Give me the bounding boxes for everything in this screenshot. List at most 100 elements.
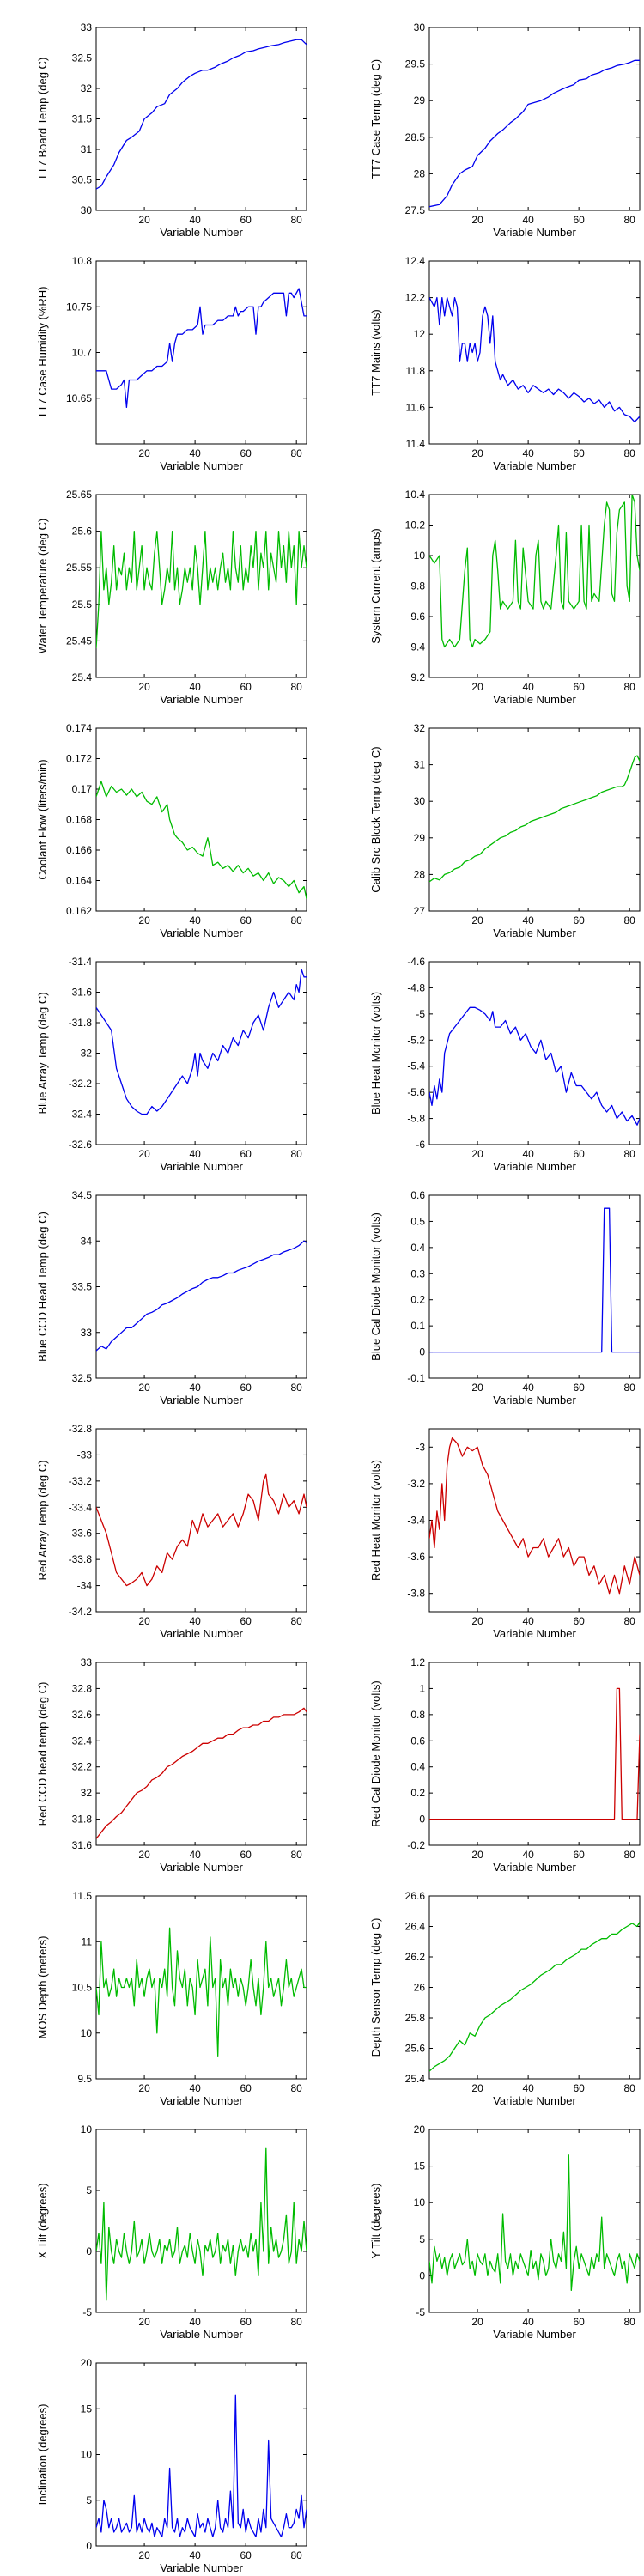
series-line xyxy=(429,1687,640,1820)
x-tick-label: 60 xyxy=(240,2316,252,2328)
plot-area xyxy=(95,961,307,1145)
y-axis-label: Calib Src Block Temp (deg C) xyxy=(369,746,382,892)
y-tick-label: 5 xyxy=(86,2494,92,2506)
y-tick-label: 34 xyxy=(81,1235,93,1247)
chart-panel-5: 20 40 60 80 9.2 9.4 9.6 9.8 10 10.2 10.4 Variable N… xyxy=(369,489,641,706)
y-tick-label: 15 xyxy=(81,2403,93,2415)
series-line xyxy=(96,39,307,190)
y-axis-label: X Tilt (degrees) xyxy=(36,2183,49,2258)
x-tick-label: 20 xyxy=(138,1615,150,1627)
x-tick-label: 60 xyxy=(240,1382,252,1394)
y-tick-label: 11.6 xyxy=(406,401,426,413)
x-tick-label: 60 xyxy=(240,447,252,459)
y-axis-label: MOS Depth (meters) xyxy=(36,1936,49,2039)
y-tick-label: 10.7 xyxy=(72,347,93,359)
x-tick-label: 20 xyxy=(138,447,150,459)
y-tick-label: 10.4 xyxy=(405,489,426,501)
x-axis-label: Variable Number xyxy=(160,1861,243,1874)
x-axis-label: Variable Number xyxy=(493,1861,576,1874)
x-axis-label: Variable Number xyxy=(493,1394,576,1406)
y-tick-label: 10 xyxy=(81,2123,93,2136)
x-tick-label: 80 xyxy=(291,1382,303,1394)
series-line xyxy=(96,781,307,899)
x-tick-label: 20 xyxy=(138,681,150,693)
y-tick-label: 25.6 xyxy=(72,526,93,538)
chart-panel-8: 20 40 60 80 -32.6 -32.4 -32.2 -32 -31.8 -31.6 -31.… xyxy=(36,956,307,1173)
x-tick-label: 60 xyxy=(573,2082,585,2094)
x-tick-label: 40 xyxy=(522,1849,534,1861)
y-tick-label: 32 xyxy=(81,1787,93,1799)
chart-panel-15: 20 40 60 80 -0.2 0 0.2 0.4 0.6 0.8 1 1.2 Variable Nu… xyxy=(369,1656,641,1874)
y-axis-label: Blue Cal Diode Monitor (volts) xyxy=(369,1212,382,1361)
x-tick-label: 40 xyxy=(189,447,201,459)
y-tick-label: -5.8 xyxy=(407,1113,425,1125)
y-tick-label: -5 xyxy=(416,2306,425,2318)
plot-area xyxy=(428,1428,641,1613)
series-line xyxy=(429,2154,640,2292)
y-tick-label: 30 xyxy=(81,204,93,216)
x-tick-label: 80 xyxy=(624,1615,636,1627)
y-tick-label: -3.2 xyxy=(407,1478,425,1490)
y-tick-label: 0.162 xyxy=(66,905,92,917)
y-tick-label: -31.4 xyxy=(69,956,93,968)
plot-area xyxy=(428,1662,641,1846)
y-tick-label: 0 xyxy=(419,1346,425,1358)
x-axis-label: Variable Number xyxy=(160,927,243,939)
x-tick-label: 80 xyxy=(291,1849,303,1861)
y-axis-label: Blue CCD Head Temp (deg C) xyxy=(36,1212,49,1362)
plot-area xyxy=(428,27,641,211)
x-axis-label: Variable Number xyxy=(160,459,243,472)
x-axis-label: Variable Number xyxy=(493,2328,576,2341)
x-tick-label: 60 xyxy=(573,214,585,226)
chart-panel-0: 20 40 60 80 30 30.5 31 31.5 32 32.5 33 Variable Num… xyxy=(36,21,307,239)
y-axis-label: TT7 Case Temp (deg C) xyxy=(369,59,382,179)
x-axis-label: Variable Number xyxy=(160,1394,243,1406)
x-tick-label: 40 xyxy=(189,1849,201,1861)
y-tick-label: -31.6 xyxy=(69,987,93,999)
y-axis-label: Depth Sensor Temp (deg C) xyxy=(369,1918,382,2057)
chart-panel-19: 20 40 60 80 -5 0 5 10 15 20 Variable Number Y Tilt … xyxy=(369,2123,641,2341)
x-axis-label: Variable Number xyxy=(493,1627,576,1640)
y-tick-label: 32.5 xyxy=(72,1372,93,1384)
x-tick-label: 80 xyxy=(291,914,303,927)
chart-panel-20: 20 40 60 80 0 5 10 15 20 Variable Number Inclinati… xyxy=(36,2357,307,2574)
y-tick-label: 0.17 xyxy=(72,783,93,795)
y-tick-label: -3.8 xyxy=(407,1588,425,1600)
y-tick-label: 25.6 xyxy=(405,2043,426,2055)
y-tick-label: 10.65 xyxy=(66,392,92,404)
y-tick-label: 28.5 xyxy=(405,131,426,143)
y-tick-label: -5.2 xyxy=(407,1034,425,1046)
x-tick-label: 80 xyxy=(624,1148,636,1160)
x-tick-label: 20 xyxy=(471,1849,483,1861)
y-tick-label: 25.5 xyxy=(72,598,93,611)
y-tick-label: 0.1 xyxy=(410,1320,425,1332)
series-line xyxy=(429,59,640,208)
x-tick-label: 20 xyxy=(471,1382,483,1394)
y-tick-label: 33 xyxy=(81,21,93,33)
chart-panel-11: 20 40 60 80 -0.1 0 0.1 0.2 0.3 0.4 0.5 0.6 Variable … xyxy=(369,1189,641,1406)
x-axis-label: Variable Number xyxy=(493,693,576,706)
x-tick-label: 60 xyxy=(573,447,585,459)
x-tick-label: 80 xyxy=(624,1849,636,1861)
x-axis-label: Variable Number xyxy=(493,226,576,239)
x-tick-label: 80 xyxy=(291,214,303,226)
series-line xyxy=(96,969,307,1115)
y-tick-label: 10.2 xyxy=(405,519,426,532)
x-tick-label: 80 xyxy=(291,1148,303,1160)
x-axis-label: Variable Number xyxy=(160,1160,243,1173)
y-tick-label: 0.2 xyxy=(410,1294,425,1306)
series-line xyxy=(96,288,307,409)
series-line xyxy=(429,296,640,423)
y-tick-label: -33.8 xyxy=(69,1553,93,1565)
x-tick-label: 60 xyxy=(240,2082,252,2094)
chart-panel-7: 20 40 60 80 27 28 29 30 31 32 Variable Number Calib… xyxy=(369,722,641,939)
x-tick-label: 60 xyxy=(240,214,252,226)
chart-panel-9: 20 40 60 80 -6 -5.8 -5.6 -5.4 -5.2 -5 -4.8 -4.6 Vari… xyxy=(369,956,641,1173)
y-axis-label: TT7 Case Humidity (%RH) xyxy=(36,287,49,419)
y-tick-label: 32.6 xyxy=(72,1709,93,1721)
x-tick-label: 60 xyxy=(240,914,252,927)
x-axis-label: Variable Number xyxy=(493,1160,576,1173)
x-tick-label: 40 xyxy=(189,2316,201,2328)
y-axis-label: Blue Heat Monitor (volts) xyxy=(369,992,382,1115)
y-tick-label: 32.8 xyxy=(72,1682,93,1694)
